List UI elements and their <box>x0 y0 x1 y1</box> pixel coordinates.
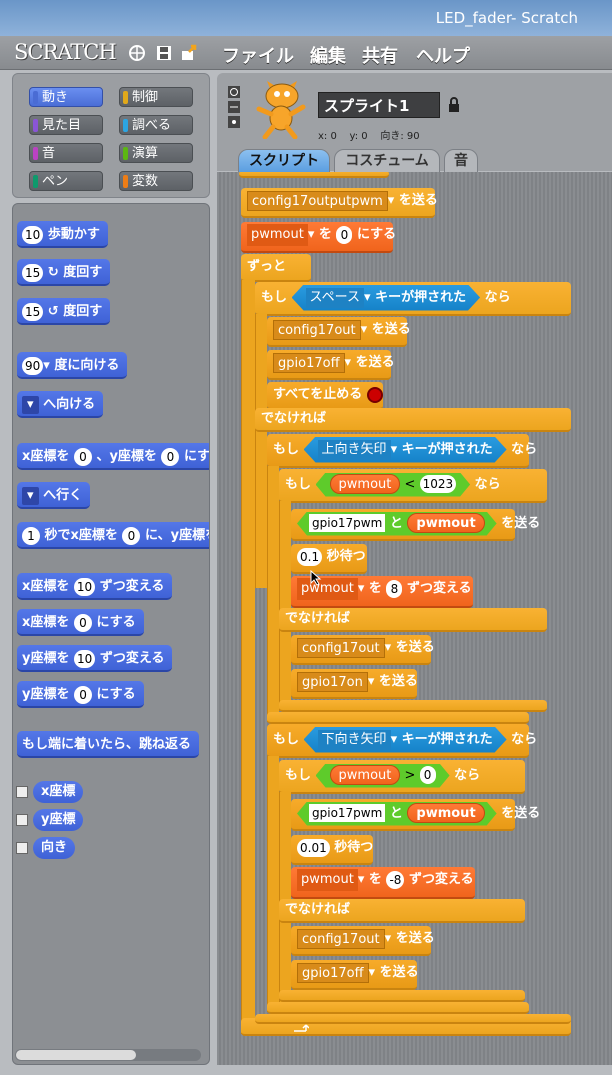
window-titlebar: LED_fader- Scratch <box>0 0 612 36</box>
block-broadcast[interactable]: config17out ▾ を送る <box>291 635 435 665</box>
block-broadcast[interactable]: gpio17on ▾ を送る <box>291 669 418 699</box>
category-variables[interactable]: 変数 <box>119 171 193 191</box>
sprite-cat-icon <box>256 81 306 139</box>
menu-edit[interactable]: 編集 <box>310 46 346 67</box>
stop-sign-icon <box>366 386 383 403</box>
block-broadcast[interactable]: gpio17off ▾ を送る <box>291 960 419 990</box>
block-bounce[interactable]: もし端に着いたら、跳ね返る <box>17 731 200 758</box>
block-if-lt[interactable]: もし pwmout < 1023 なら <box>279 469 547 503</box>
palette-scrollbar[interactable] <box>15 1049 201 1061</box>
block-wait[interactable]: 0.1 秒待つ <box>291 544 367 574</box>
menu-help[interactable]: ヘルプ <box>416 46 470 67</box>
block-glide[interactable]: 1 秒でx座標を 0 に、y座標を <box>17 522 209 549</box>
category-sensing[interactable]: 調べる <box>119 115 193 135</box>
block-turn-left[interactable]: 15 ↺ 度回す <box>17 298 111 325</box>
block-broadcast-join[interactable]: gpio17pwm と pwmout を送る <box>291 799 540 831</box>
block-if-down[interactable]: もし 下向き矢印 ▾ キーが押された なら <box>267 724 537 758</box>
category-motion[interactable]: 動き <box>29 87 103 107</box>
block-point-direction[interactable]: 90 ▾ 度に向ける <box>17 352 128 379</box>
window-title: LED_fader- Scratch <box>435 9 578 27</box>
sprite-name-field[interactable]: スプライト1 <box>318 92 440 118</box>
block-broadcast[interactable]: gpio17off ▾ を送る <box>267 350 395 380</box>
menu-bar: SCRATCH <box>0 36 612 70</box>
block-if-space[interactable]: もし スペース ▾ キーが押された なら <box>255 282 571 316</box>
category-panel: 動き 制御 見た目 調べる 音 演算 ペン 変数 <box>12 73 210 198</box>
block-change-variable[interactable]: pwmout ▾ を 8 ずつ変える <box>291 576 473 608</box>
menu-file[interactable]: ファイル <box>222 46 294 67</box>
block-move-steps[interactable]: 10 歩動かす <box>17 221 108 248</box>
tab-scripts[interactable]: スクリプト <box>238 149 330 173</box>
checkbox-y-position[interactable] <box>16 814 28 826</box>
loop-arrow-icon <box>294 1024 309 1032</box>
block-goto[interactable]: ▾ へ行く <box>17 482 91 509</box>
save-icon[interactable] <box>155 44 173 62</box>
tab-costumes[interactable]: コスチューム <box>334 149 440 173</box>
block-broadcast[interactable]: config17out ▾ を送る <box>267 317 411 347</box>
block-broadcast[interactable]: config17outputpwm ▾ を送る <box>241 188 438 218</box>
block-else: でなければ <box>279 608 547 632</box>
block-set-variable[interactable]: pwmout ▾ を 0 にする <box>241 222 396 253</box>
sprite-position-info: x: 0 y: 0 向き: 90 <box>318 131 420 142</box>
category-operators[interactable]: 演算 <box>119 143 193 163</box>
checkbox-x-position[interactable] <box>16 786 28 798</box>
block-point-towards[interactable]: ▾ へ向ける <box>17 391 104 418</box>
block-broadcast[interactable]: config17out ▾ を送る <box>291 926 435 956</box>
block-stop-all[interactable]: すべてを止める <box>267 382 383 410</box>
block-turn-right[interactable]: 15 ↻ 度回す <box>17 259 111 286</box>
checkbox-direction[interactable] <box>16 842 28 854</box>
tab-sounds[interactable]: 音 <box>444 149 478 173</box>
globe-icon[interactable] <box>128 44 146 62</box>
block-goto-xy[interactable]: x座標を 0 、y座標を 0 にする <box>17 443 209 470</box>
scratch-logo: SCRATCH <box>14 40 117 64</box>
reporter-x-position[interactable]: x座標 <box>33 781 84 803</box>
script-area: config17outputpwm ▾ を送る pwmout ▾ を 0 にする ず… <box>217 172 612 1065</box>
category-sound[interactable]: 音 <box>29 143 103 163</box>
block-forever[interactable]: ずっと <box>241 254 311 282</box>
menu-share[interactable]: 共有 <box>362 46 398 67</box>
category-looks[interactable]: 見た目 <box>29 115 103 135</box>
reporter-y-position[interactable]: y座標 <box>33 809 84 831</box>
block-change-y[interactable]: y座標を 10 ずつ変える <box>17 645 173 672</box>
block-else: でなければ <box>255 408 571 432</box>
lock-icon[interactable] <box>448 97 460 113</box>
reporter-direction[interactable]: 向き <box>33 837 76 859</box>
block-wait[interactable]: 0.01 秒待つ <box>291 835 373 865</box>
block-set-y[interactable]: y座標を 0 にする <box>17 681 144 708</box>
block-if-up[interactable]: もし 上向き矢印 ▾ キーが押された なら <box>267 434 537 468</box>
mouse-cursor-icon <box>310 570 322 586</box>
category-control[interactable]: 制御 <box>119 87 193 107</box>
block-if-gt[interactable]: もし pwmout > 0 なら <box>279 760 525 794</box>
block-change-variable[interactable]: pwmout ▾ を -8 ずつ変える <box>291 867 475 899</box>
block-change-x[interactable]: x座標を 10 ずつ変える <box>17 573 173 600</box>
block-else: でなければ <box>279 899 525 923</box>
share-icon[interactable] <box>180 44 198 62</box>
block-palette: 10 歩動かす 15 ↻ 度回す 15 ↺ 度回す 90 ▾ 度に向ける ▾ へ向… <box>12 203 210 1065</box>
rotation-style-icons[interactable] <box>227 85 241 129</box>
block-broadcast-join[interactable]: gpio17pwm と pwmout を送る <box>291 509 540 541</box>
category-pen[interactable]: ペン <box>29 171 103 191</box>
block-set-x[interactable]: x座標を 0 にする <box>17 609 144 636</box>
